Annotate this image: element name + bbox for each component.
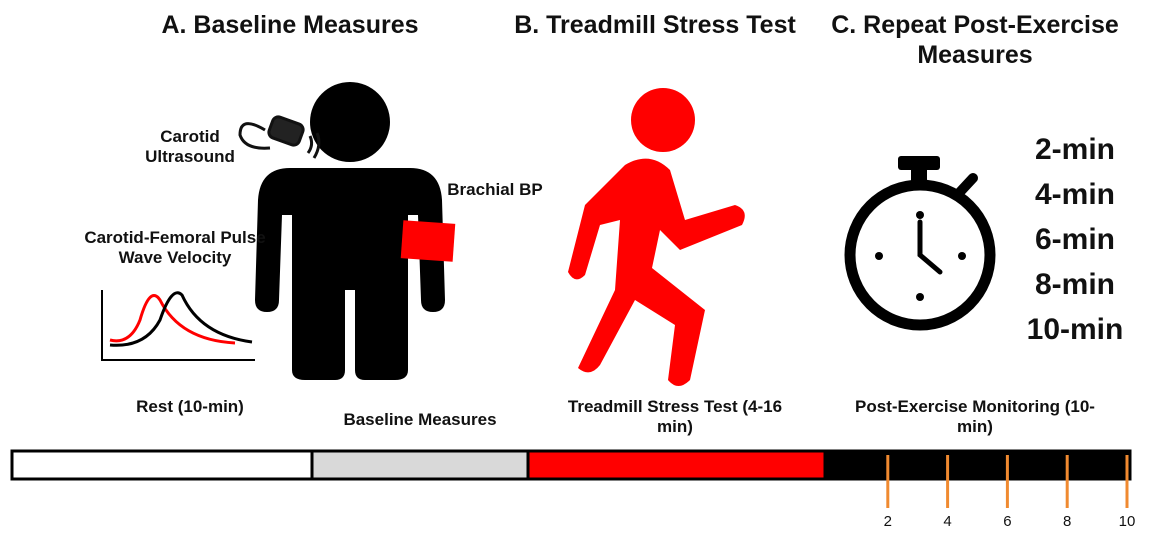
panel-title: A. Baseline Measures <box>130 10 450 40</box>
label: Carotid-Femoral Pulse Wave Velocity <box>75 228 275 269</box>
time-label: 4-min <box>1010 180 1140 210</box>
figure: A. Baseline Measures B. Treadmill Stress… <box>0 0 1175 535</box>
stopwatch-icon <box>850 156 990 325</box>
phase-label: Baseline Measures <box>315 410 525 430</box>
bp-cuff <box>401 220 456 262</box>
panel-title: C. Repeat Post-Exercise Measures <box>830 10 1120 70</box>
time-label: 10-min <box>1010 315 1140 345</box>
timeline-bar <box>12 451 1130 479</box>
phase-label: Rest (10-min) <box>130 397 250 417</box>
tick-label: 2 <box>868 513 908 531</box>
tick-label: 4 <box>928 513 968 531</box>
tick-label: 8 <box>1047 513 1087 531</box>
walker-icon <box>568 88 745 386</box>
time-label: 8-min <box>1010 270 1140 300</box>
probe-icon <box>240 115 319 158</box>
phase-label: Post-Exercise Monitoring (10-min) <box>840 397 1110 438</box>
label: Carotid Ultrasound <box>130 127 250 168</box>
label: Brachial BP <box>435 180 555 200</box>
tick-label: 10 <box>1107 513 1147 531</box>
phase-label: Treadmill Stress Test (4-16 min) <box>565 397 785 438</box>
tick-label: 6 <box>987 513 1027 531</box>
time-label: 2-min <box>1010 135 1140 165</box>
time-label: 6-min <box>1010 225 1140 255</box>
pwv-graph <box>102 290 255 360</box>
panel-title: B. Treadmill Stress Test <box>490 10 820 40</box>
